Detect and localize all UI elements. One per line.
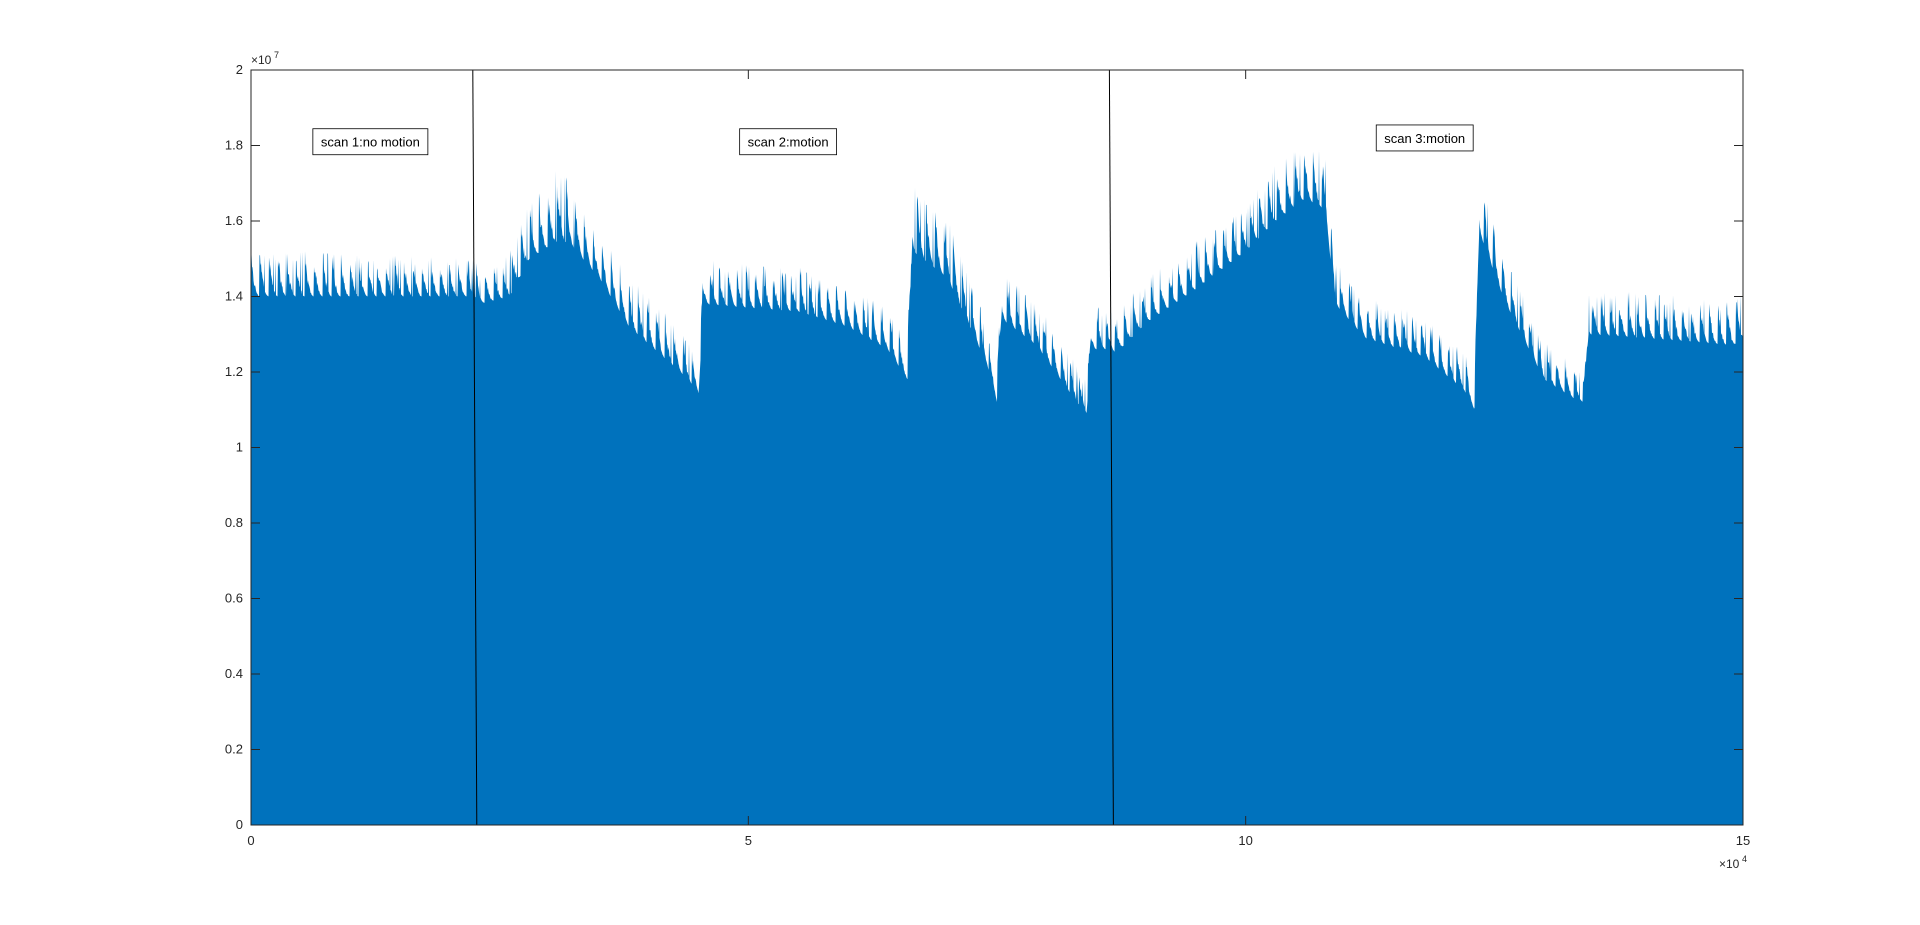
y-exponent-label: ×10	[251, 53, 272, 67]
y-tick-label: 1.6	[225, 213, 243, 228]
series-area	[251, 150, 1743, 825]
y-tick-label: 0.2	[225, 742, 243, 757]
y-tick-label: 2	[236, 62, 243, 77]
y-tick-label: 0	[236, 817, 243, 832]
x-tick-label: 10	[1238, 833, 1252, 848]
y-tick-label: 1.2	[225, 364, 243, 379]
x-tick-label: 5	[745, 833, 752, 848]
x-tick-label: 0	[247, 833, 254, 848]
x-exponent-power: 4	[1742, 854, 1747, 864]
y-tick-label: 1.8	[225, 138, 243, 153]
y-tick-label: 1.4	[225, 289, 243, 304]
y-tick-label: 0.4	[225, 666, 243, 681]
scan-separator-line	[472, 69, 478, 826]
annotation-text: scan 1:no motion	[321, 135, 420, 150]
scan-separator-line	[1108, 69, 1114, 826]
annotation-box	[1375, 124, 1474, 152]
y-tick-label: 0.8	[225, 515, 243, 530]
y-exponent-power: 7	[274, 50, 279, 60]
x-tick-label: 15	[1736, 833, 1750, 848]
annotation-box	[312, 128, 429, 156]
x-exponent-label: ×10	[1719, 857, 1740, 871]
annotation-box	[739, 128, 837, 156]
y-tick-label: 1	[236, 440, 243, 455]
y-tick-label: 0.6	[225, 591, 243, 606]
annotation-text: scan 2:motion	[748, 135, 829, 150]
annotation-text: scan 3:motion	[1384, 131, 1465, 146]
